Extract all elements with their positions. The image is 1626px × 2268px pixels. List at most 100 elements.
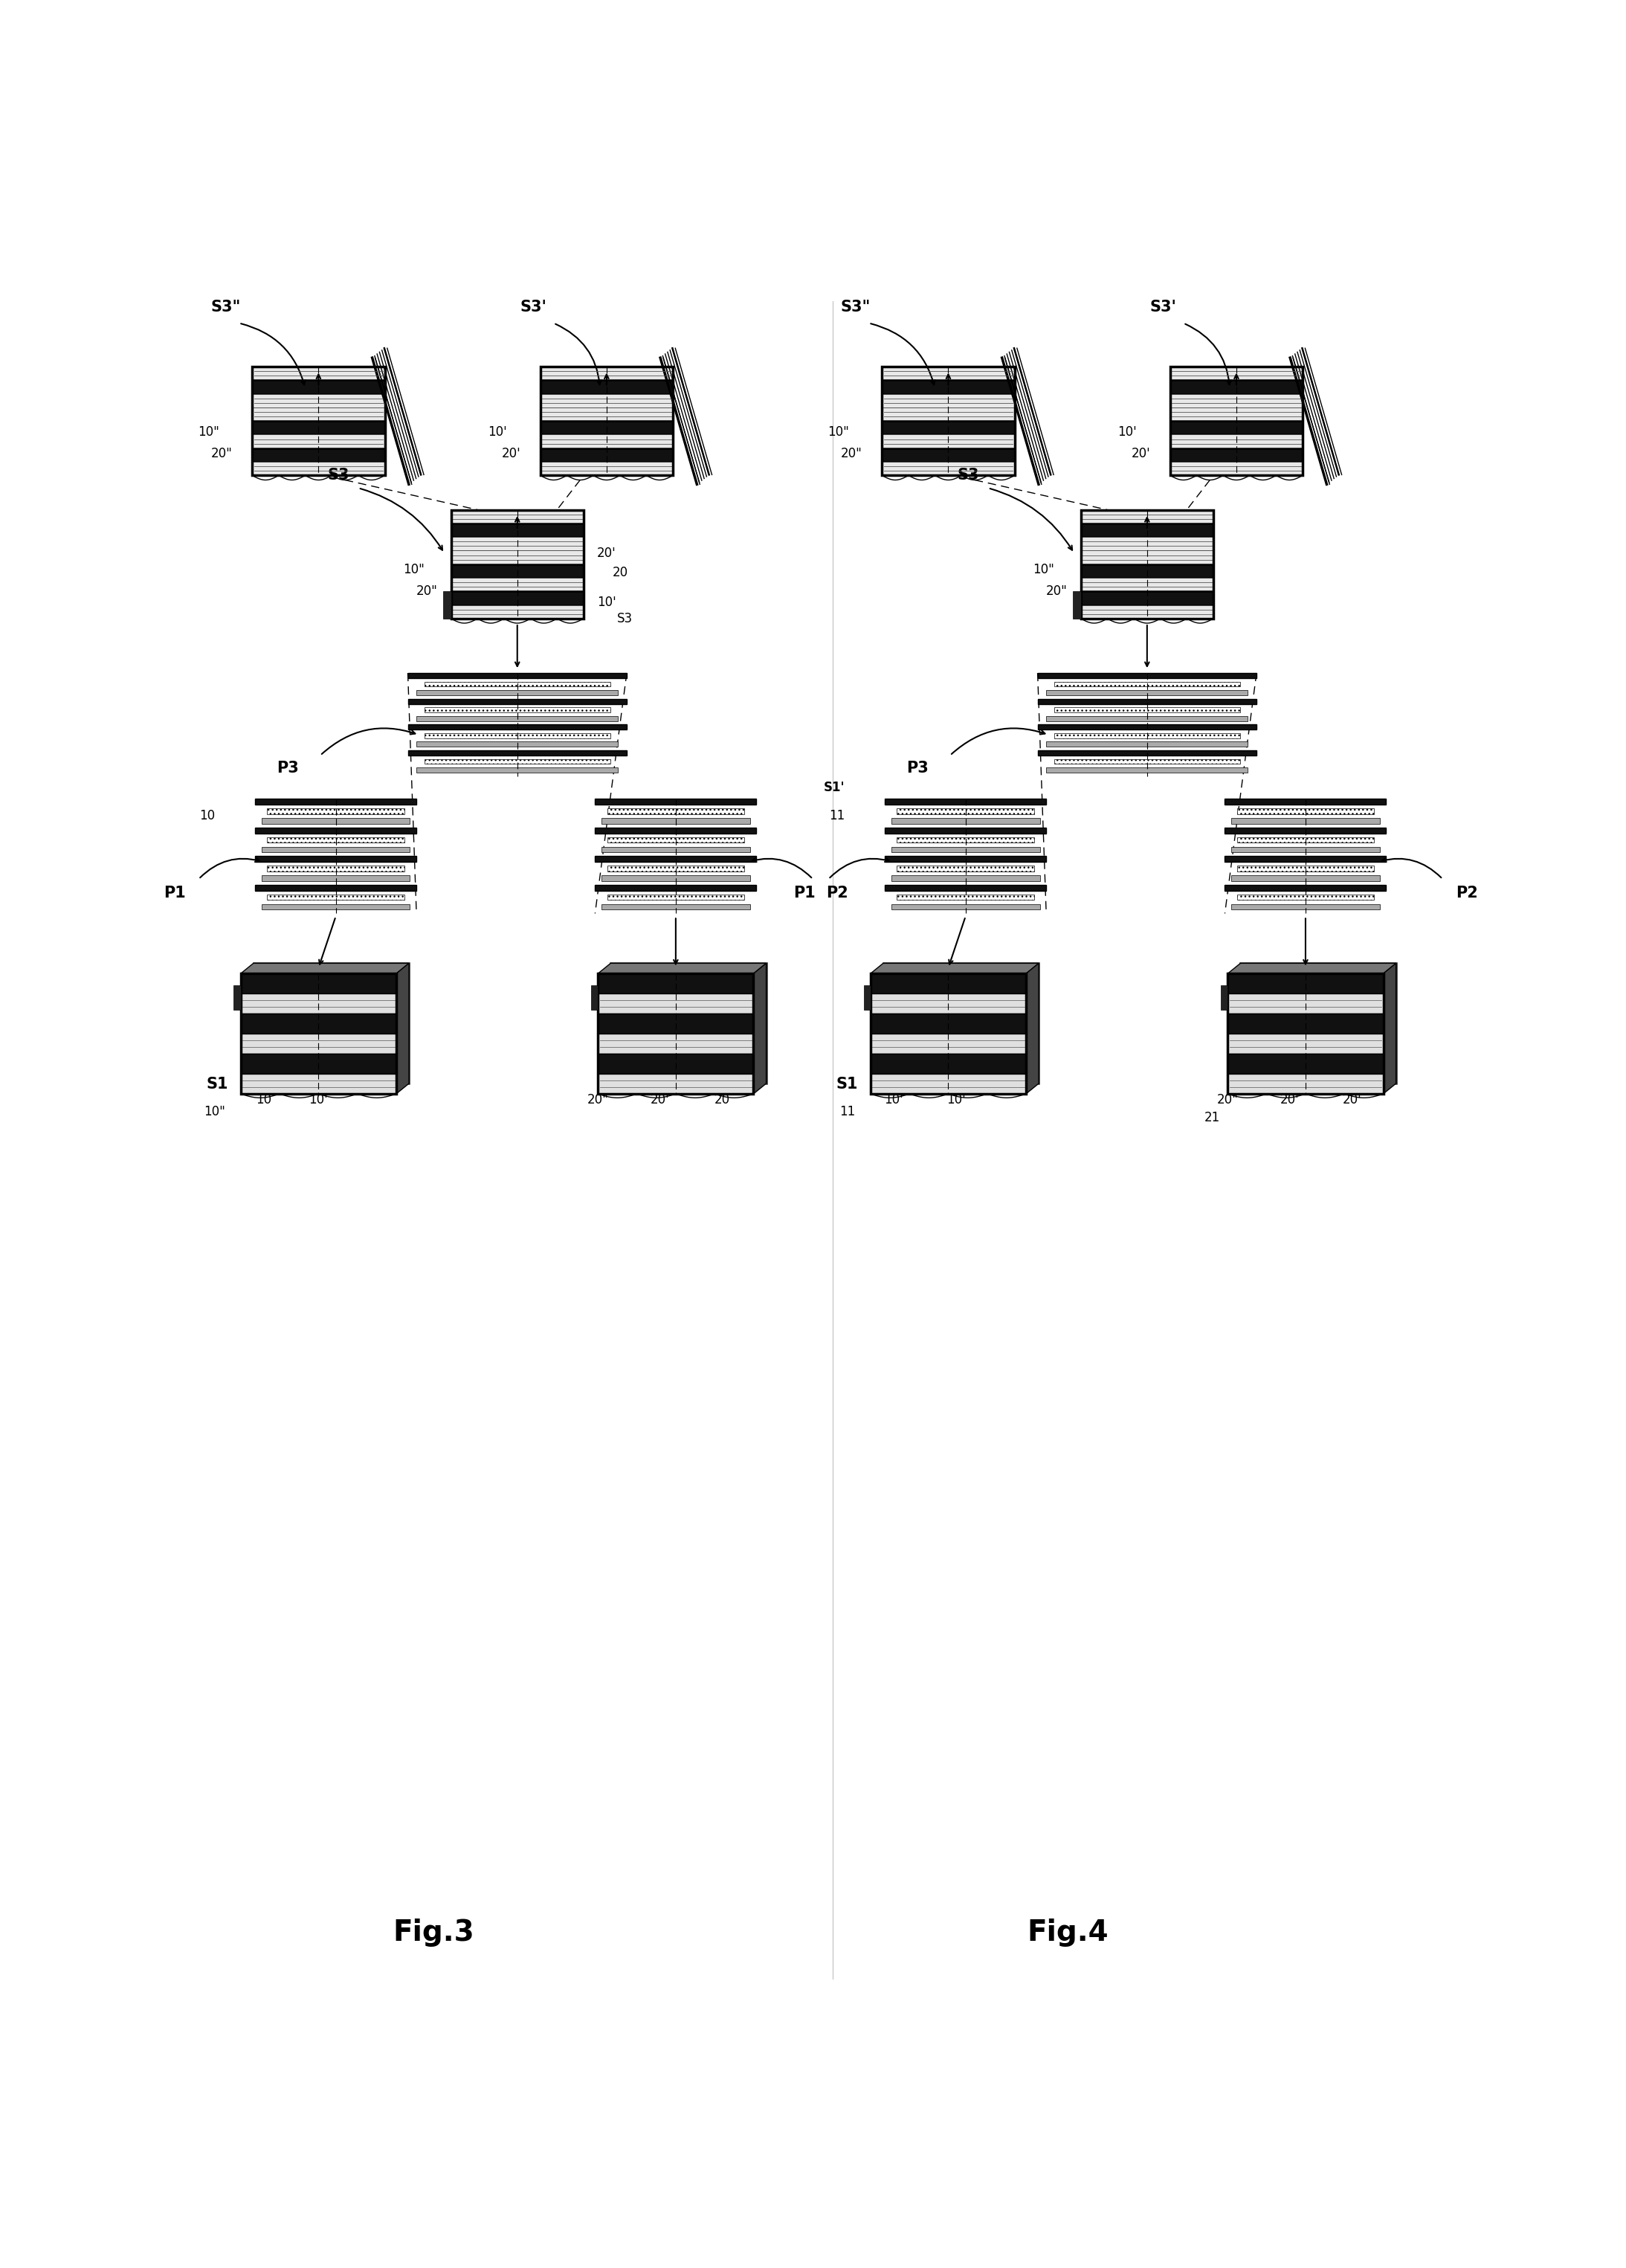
Text: 20': 20' bbox=[1343, 1093, 1361, 1107]
Bar bbox=[1237, 807, 1374, 814]
Bar bbox=[1081, 606, 1213, 619]
Bar bbox=[1171, 408, 1302, 422]
Bar bbox=[408, 699, 626, 703]
Bar bbox=[1081, 592, 1213, 606]
Bar bbox=[1241, 964, 1397, 1084]
Text: S2': S2' bbox=[1262, 1077, 1288, 1091]
Bar bbox=[598, 1055, 753, 1073]
Bar bbox=[1241, 1043, 1397, 1064]
Bar bbox=[870, 973, 1026, 1093]
Polygon shape bbox=[397, 964, 410, 1093]
Bar bbox=[408, 674, 626, 678]
Bar bbox=[611, 984, 766, 1002]
Bar bbox=[1231, 819, 1380, 823]
Bar bbox=[252, 367, 385, 381]
Bar bbox=[1054, 683, 1241, 687]
Bar bbox=[863, 987, 870, 1009]
Bar bbox=[1228, 1034, 1384, 1055]
Bar bbox=[881, 435, 1015, 449]
Bar bbox=[611, 964, 766, 984]
Bar bbox=[450, 538, 584, 551]
Bar bbox=[595, 798, 756, 805]
Bar bbox=[595, 828, 756, 832]
Bar bbox=[450, 524, 584, 538]
Text: 10": 10" bbox=[198, 424, 220, 438]
Text: P2: P2 bbox=[826, 885, 849, 900]
Bar bbox=[1054, 760, 1241, 764]
Bar bbox=[540, 408, 673, 422]
Polygon shape bbox=[241, 964, 410, 973]
Bar bbox=[898, 894, 1034, 900]
Bar bbox=[255, 885, 416, 891]
Bar bbox=[883, 1064, 1039, 1084]
Bar bbox=[255, 798, 416, 805]
Bar bbox=[1037, 699, 1257, 703]
Bar bbox=[1237, 866, 1374, 871]
Bar bbox=[255, 828, 416, 832]
Text: S3': S3' bbox=[1150, 299, 1177, 315]
Bar bbox=[606, 837, 745, 844]
Bar bbox=[883, 1002, 1039, 1023]
Text: 20': 20' bbox=[650, 1093, 670, 1107]
Bar bbox=[1081, 510, 1213, 524]
Text: 20": 20" bbox=[841, 447, 862, 460]
Bar bbox=[254, 1064, 410, 1084]
Bar bbox=[881, 381, 1015, 395]
Text: 20': 20' bbox=[1280, 1093, 1299, 1107]
Bar bbox=[1047, 689, 1247, 696]
Bar bbox=[590, 987, 598, 1009]
Polygon shape bbox=[1228, 964, 1397, 973]
Text: P2: P2 bbox=[1455, 885, 1478, 900]
Bar bbox=[602, 905, 750, 909]
Bar bbox=[241, 993, 397, 1014]
Bar bbox=[870, 973, 1026, 993]
Text: S2: S2 bbox=[634, 1077, 655, 1091]
Bar bbox=[602, 846, 750, 853]
Bar bbox=[416, 742, 618, 746]
Bar bbox=[595, 857, 756, 862]
Bar bbox=[416, 717, 618, 721]
Bar bbox=[611, 1064, 766, 1084]
Bar bbox=[883, 964, 1039, 984]
Text: 20": 20" bbox=[1216, 1093, 1239, 1107]
Text: Fig.3: Fig.3 bbox=[393, 1919, 475, 1946]
Bar bbox=[540, 395, 673, 408]
Bar bbox=[241, 1034, 397, 1055]
Text: 20: 20 bbox=[714, 1093, 730, 1107]
Text: 10': 10' bbox=[597, 596, 616, 608]
Bar bbox=[424, 708, 610, 712]
Bar bbox=[1171, 422, 1302, 435]
Bar bbox=[254, 1023, 410, 1043]
Bar bbox=[540, 367, 673, 381]
Bar bbox=[1081, 565, 1213, 578]
Text: 11: 11 bbox=[839, 1105, 855, 1118]
Bar bbox=[598, 1014, 753, 1034]
Bar bbox=[881, 367, 1015, 476]
Bar bbox=[408, 723, 626, 730]
Bar bbox=[450, 565, 584, 578]
Bar bbox=[595, 885, 756, 891]
Bar bbox=[267, 837, 405, 844]
Bar bbox=[1231, 905, 1380, 909]
Bar bbox=[416, 767, 618, 773]
Bar bbox=[1241, 964, 1397, 984]
Bar bbox=[262, 846, 410, 853]
Bar bbox=[252, 381, 385, 395]
Bar bbox=[881, 463, 1015, 476]
Bar bbox=[1171, 449, 1302, 463]
Bar bbox=[252, 395, 385, 408]
Bar bbox=[881, 422, 1015, 435]
Text: 10': 10' bbox=[488, 424, 507, 438]
Bar bbox=[241, 1073, 397, 1093]
Bar bbox=[598, 993, 753, 1014]
Bar bbox=[1228, 1073, 1384, 1093]
Bar bbox=[241, 1014, 397, 1034]
Bar bbox=[598, 1073, 753, 1093]
Text: S1: S1 bbox=[836, 1077, 859, 1091]
Polygon shape bbox=[753, 964, 766, 1093]
Polygon shape bbox=[870, 964, 1039, 973]
Text: 20': 20' bbox=[597, 547, 616, 560]
Bar bbox=[1171, 381, 1302, 395]
Bar bbox=[1228, 1014, 1384, 1034]
Bar bbox=[252, 463, 385, 476]
